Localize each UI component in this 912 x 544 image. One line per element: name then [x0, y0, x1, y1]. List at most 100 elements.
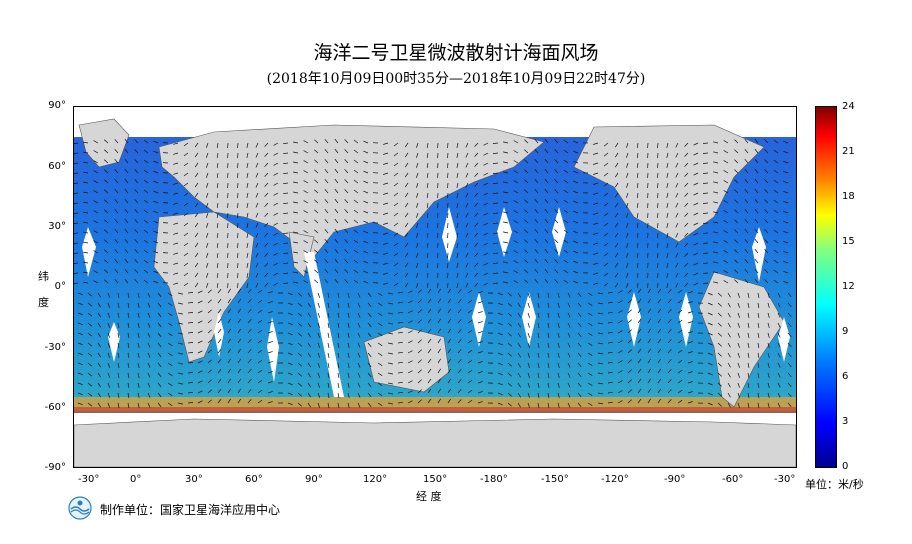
wind-arrow	[787, 292, 792, 298]
wind-arrow	[227, 308, 231, 314]
wind-arrow	[77, 372, 83, 376]
wind-arrow	[626, 182, 629, 188]
wind-arrow	[287, 332, 293, 336]
wind-arrow	[607, 401, 613, 404]
wind-arrow	[393, 272, 399, 277]
wind-arrow	[777, 302, 781, 308]
wind-arrow	[537, 332, 540, 338]
wind-arrow	[416, 172, 419, 178]
wind-arrow	[183, 142, 189, 147]
wind-arrow	[483, 232, 489, 236]
wind-arrow	[177, 322, 183, 325]
wind-arrow	[537, 322, 540, 328]
wind-arrow	[447, 262, 449, 269]
wind-arrow	[517, 392, 521, 398]
wind-arrow	[205, 152, 209, 158]
wind-arrow	[393, 152, 399, 157]
wind-arrow	[344, 139, 349, 144]
wind-arrow	[197, 400, 203, 404]
wind-arrow	[554, 219, 559, 224]
wind-arrow	[702, 272, 709, 274]
wind-arrow	[757, 402, 760, 408]
wind-arrow	[437, 358, 441, 364]
wind-arrow	[647, 338, 651, 344]
wind-arrow	[684, 162, 689, 167]
wind-arrow	[227, 288, 231, 294]
wind-arrow	[97, 372, 101, 378]
wind-arrow	[353, 249, 359, 254]
wind-arrow	[293, 151, 299, 154]
wind-arrow	[734, 189, 739, 194]
wind-arrow	[567, 322, 571, 328]
wind-arrow	[393, 222, 399, 227]
wind-arrow	[107, 352, 111, 358]
wind-arrow	[137, 292, 140, 298]
wind-arrow	[467, 369, 473, 374]
wind-arrow	[626, 172, 629, 178]
wind-arrow	[93, 260, 99, 264]
wind-arrow	[474, 142, 479, 147]
wind-arrow	[447, 242, 449, 249]
wind-arrow	[207, 309, 212, 314]
wind-arrow	[273, 222, 279, 226]
wind-arrow	[544, 248, 549, 254]
wind-arrow	[103, 249, 109, 254]
wind-arrow	[417, 299, 422, 304]
wind-arrow	[143, 149, 149, 154]
wind-arrow	[684, 152, 689, 157]
wind-arrow	[617, 380, 623, 384]
wind-arrow	[666, 282, 669, 288]
wind-arrow	[675, 252, 679, 258]
wind-arrow	[554, 159, 559, 164]
wind-arrow	[657, 202, 659, 209]
wind-arrow	[383, 202, 389, 205]
land-greenland	[78, 118, 130, 168]
lon-tick-6: 150°	[423, 474, 448, 485]
wind-arrow	[737, 302, 740, 308]
wind-arrow	[77, 362, 83, 366]
wind-arrow	[557, 292, 560, 298]
wind-arrow	[183, 262, 189, 267]
wind-arrow	[324, 278, 329, 284]
wind-arrow	[617, 390, 623, 394]
wind-arrow	[727, 362, 731, 368]
wind-arrow	[764, 179, 769, 184]
wind-arrow	[177, 342, 183, 345]
wind-arrow	[167, 342, 173, 346]
wind-arrow	[314, 199, 319, 204]
wind-arrow	[74, 192, 79, 195]
wind-arrow	[675, 162, 679, 168]
wind-arrow	[615, 222, 619, 228]
wind-arrow	[327, 372, 330, 378]
wind-arrow	[626, 162, 629, 168]
wind-arrow	[83, 221, 89, 224]
wind-arrow	[465, 212, 469, 218]
wind-arrow	[744, 228, 749, 234]
wind-arrow	[257, 289, 263, 294]
wind-arrow	[177, 382, 183, 385]
wind-arrow	[492, 222, 499, 224]
wind-arrow	[314, 249, 319, 254]
wind-arrow	[114, 228, 119, 234]
wind-arrow	[187, 382, 194, 384]
wind-arrow	[497, 382, 503, 386]
lon-tick-11: -60°	[722, 474, 744, 485]
wind-arrow	[103, 279, 109, 284]
wind-arrow	[727, 372, 731, 378]
wind-arrow	[153, 230, 159, 234]
wind-arrow	[744, 238, 749, 244]
wind-arrow	[757, 352, 760, 358]
wind-arrow	[534, 268, 539, 274]
wind-arrow	[677, 349, 683, 354]
wind-arrow	[687, 361, 693, 364]
wind-arrow	[747, 392, 750, 398]
wind-arrow	[577, 352, 582, 358]
wind-arrow	[347, 362, 350, 368]
wind-arrow	[573, 220, 579, 224]
wind-arrow	[287, 372, 293, 376]
wind-arrow	[93, 160, 99, 164]
wind-arrow	[544, 178, 549, 184]
wind-arrow	[717, 322, 722, 327]
wind-arrow	[527, 392, 530, 398]
wind-arrow	[377, 312, 383, 316]
